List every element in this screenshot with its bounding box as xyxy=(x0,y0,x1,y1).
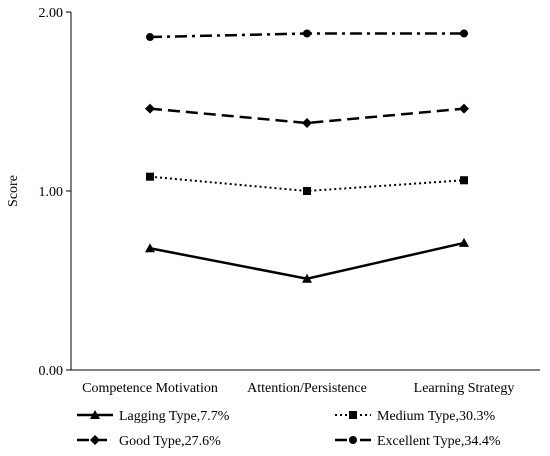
legend-item: Excellent Type,34.4% xyxy=(335,434,501,449)
square-marker xyxy=(460,176,468,185)
x-tick-label: Learning Strategy xyxy=(414,381,515,396)
y-tick-label: 1.00 xyxy=(39,185,64,200)
series-2 xyxy=(146,172,468,195)
circle-marker xyxy=(146,33,154,42)
square-marker xyxy=(146,172,154,181)
legend-item: Good Type,27.6% xyxy=(77,434,221,449)
series-line xyxy=(149,107,465,125)
x-tick-label: Attention/Persistence xyxy=(247,381,367,396)
legend-item: Medium Type,30.3% xyxy=(335,409,495,424)
series-layer xyxy=(145,29,469,283)
series-1 xyxy=(145,237,469,283)
y-axis-ticks: 0.00 1.00 2.00 xyxy=(39,6,71,379)
legend-label: Good Type,27.6% xyxy=(119,434,221,449)
triangle-marker xyxy=(459,237,469,247)
y-tick-label: 2.00 xyxy=(39,6,64,21)
series-line xyxy=(149,241,465,280)
legend-label: Medium Type,30.3% xyxy=(377,409,495,424)
circle-marker xyxy=(460,29,468,38)
legend: Lagging Type,7.7% Medium Type,30.3% Good T… xyxy=(77,409,501,449)
y-tick-label: 0.00 xyxy=(39,364,64,379)
triangle-marker xyxy=(302,273,312,283)
triangle-marker xyxy=(145,243,155,253)
legend-label: Lagging Type,7.7% xyxy=(119,409,230,424)
circle-marker xyxy=(349,436,357,444)
legend-item: Lagging Type,7.7% xyxy=(77,409,230,424)
x-tick-label: Competence Motivation xyxy=(82,381,218,396)
series-4 xyxy=(146,29,468,42)
diamond-marker xyxy=(459,103,469,114)
y-axis-title: Score xyxy=(6,175,21,207)
square-marker xyxy=(349,411,357,419)
circle-marker xyxy=(303,29,311,38)
diamond-marker xyxy=(90,435,100,445)
diamond-marker xyxy=(302,117,312,128)
series-3 xyxy=(145,103,469,128)
square-marker xyxy=(303,187,311,195)
x-axis-labels: Competence Motivation Attention/Persisten… xyxy=(82,381,514,396)
diamond-marker xyxy=(145,103,155,114)
legend-label: Excellent Type,34.4% xyxy=(377,434,501,449)
triangle-marker xyxy=(90,410,100,419)
